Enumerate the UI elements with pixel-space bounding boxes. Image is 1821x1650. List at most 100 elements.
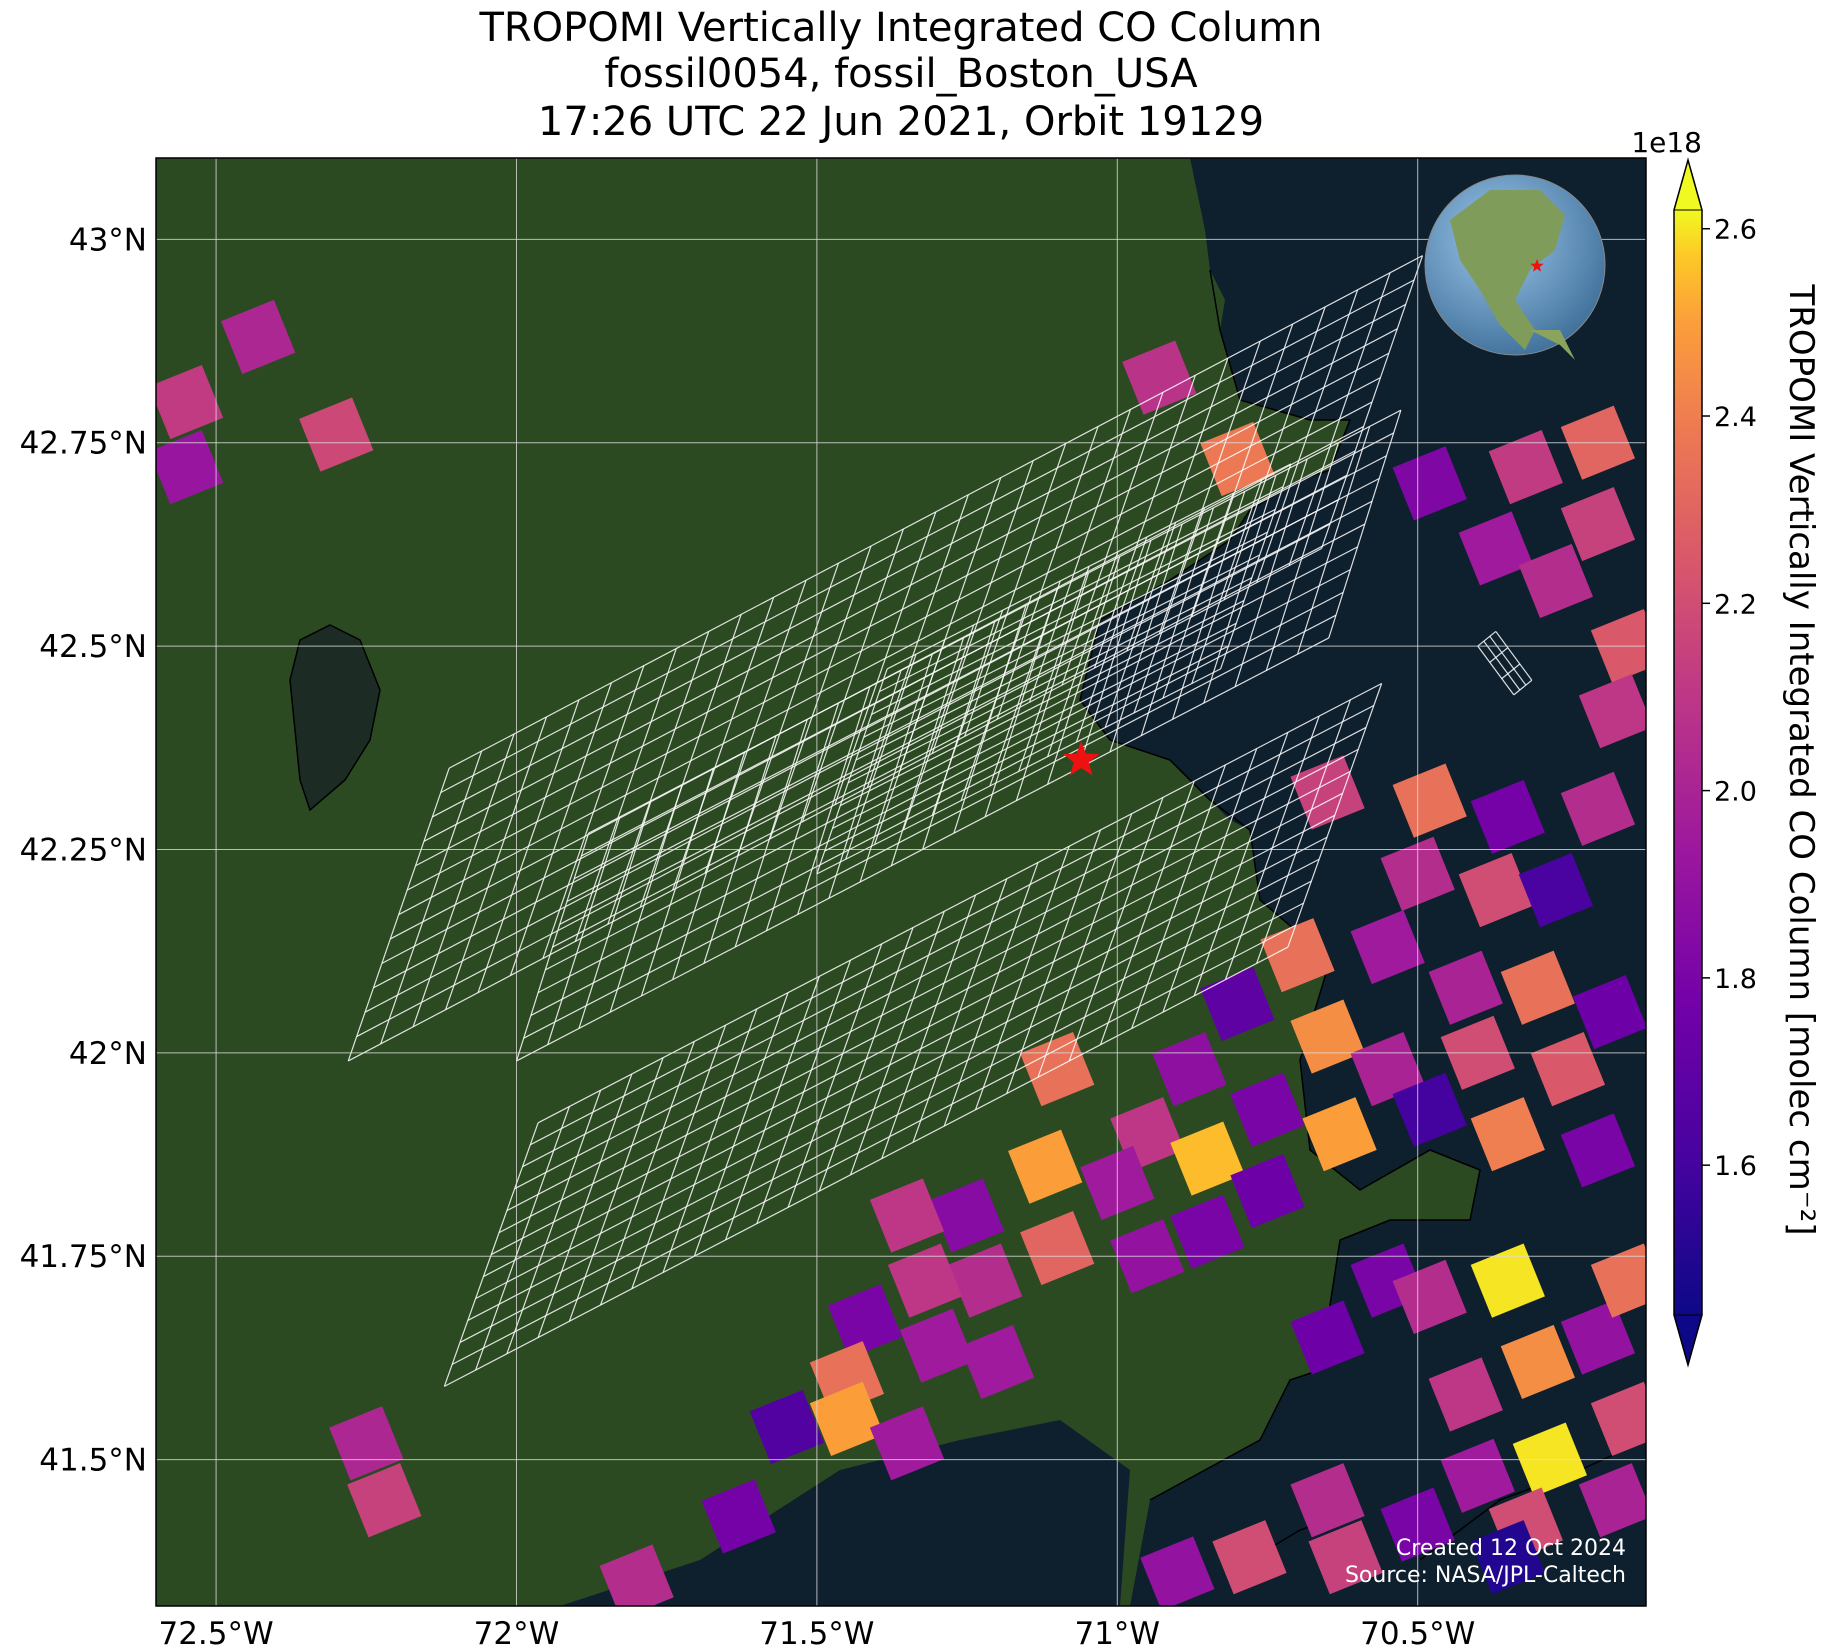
swath-column-line xyxy=(1075,536,1148,743)
colorbar-tick-label: 2.4 xyxy=(1714,402,1757,433)
lon-tick-label: 71.5°W xyxy=(759,1616,874,1650)
colorbar-extend-min xyxy=(1673,1314,1703,1367)
swath-column-line xyxy=(1220,463,1292,670)
swath-column-line xyxy=(866,494,969,788)
swath-column-line xyxy=(756,959,852,1224)
swath-column-line xyxy=(797,686,871,915)
co-pixel-64 xyxy=(1590,1243,1646,1318)
co-pixel-46 xyxy=(1170,1194,1245,1269)
co-pixel-65 xyxy=(1428,1357,1503,1432)
swath-row-line xyxy=(514,748,1359,1190)
swath-column-line xyxy=(818,927,914,1192)
swath-column-line xyxy=(931,610,1004,816)
map-title-line-2: fossil0054, fossil_Boston_USA xyxy=(604,51,1198,97)
co-pixel-51 xyxy=(827,1284,903,1359)
swath-column-line xyxy=(989,580,1061,787)
swath-column-line xyxy=(816,668,888,875)
swath-column-line xyxy=(724,976,820,1241)
co-pixel-61 xyxy=(1470,1243,1545,1318)
co-pixel-43 xyxy=(929,1178,1005,1253)
swath-row-line xyxy=(490,814,1336,1256)
co-pixel-34 xyxy=(1560,1113,1636,1188)
co-pixel-55 xyxy=(809,1381,885,1456)
swath-row-line xyxy=(444,946,1289,1387)
swath-column-line xyxy=(828,670,902,899)
swath-column-line xyxy=(1193,732,1289,997)
swath-column-line xyxy=(890,637,965,866)
colorbar-multiplier: 1e18 xyxy=(1631,126,1702,159)
co-pixel-31 xyxy=(1302,1097,1377,1172)
colorbar-gradient xyxy=(1674,210,1702,1315)
swath-column-line xyxy=(1099,780,1195,1045)
swath-column-line xyxy=(734,719,808,948)
lat-tick-label: 41.5°N xyxy=(39,1443,147,1479)
co-pixel-74 xyxy=(1212,1520,1287,1595)
lat-tick-label: 42.75°N xyxy=(20,426,147,462)
co-pixel-56 xyxy=(749,1389,824,1465)
co-pixel-73 xyxy=(1308,1520,1383,1595)
co-pixel-1 xyxy=(221,299,296,375)
swath-column-line xyxy=(960,595,1032,801)
swath-column-line xyxy=(477,699,580,993)
co-pixel-33 xyxy=(1470,1097,1545,1172)
swath-column-line xyxy=(475,1106,570,1371)
swath-column-line xyxy=(1191,478,1263,684)
swath-column-line xyxy=(1234,458,1308,687)
north-america-landmass xyxy=(1450,190,1565,350)
co-pixel-3 xyxy=(299,397,374,472)
swath-column-line xyxy=(996,426,1099,720)
target-sampling-grid xyxy=(347,255,1533,1387)
swath-row-line xyxy=(816,668,1221,875)
co-pixel-39 xyxy=(1020,1032,1095,1107)
swath-column-line xyxy=(1162,748,1258,1013)
swath-column-line xyxy=(1171,491,1246,720)
swath-column-line xyxy=(922,621,996,850)
swath-row-line xyxy=(451,924,1297,1365)
swath-column-line xyxy=(859,654,933,883)
swath-row-line xyxy=(522,726,1367,1168)
swath-column-line xyxy=(1158,340,1261,635)
co-pixel-42 xyxy=(1008,1129,1083,1204)
co-pixel-60 xyxy=(1392,1259,1467,1334)
co-pixel-layer xyxy=(156,299,1646,1606)
swath-column-line xyxy=(600,1041,695,1306)
swath-column-line xyxy=(672,751,746,980)
created-date-text: Created 12 Oct 2024 xyxy=(1396,1536,1626,1561)
colorbar-label: TROPOMI Vertically Integrated CO Column … xyxy=(1781,283,1821,1235)
swath-column-line xyxy=(943,862,1039,1127)
swath-column-line xyxy=(984,588,1058,818)
swath-column-line xyxy=(631,1024,727,1289)
colorbar-tick-label: 2.2 xyxy=(1714,589,1757,620)
colorbar-tick-label: 2.0 xyxy=(1714,777,1757,808)
swath-column-line xyxy=(568,1057,664,1322)
swath-row-line xyxy=(498,792,1343,1234)
co-pixel-70 xyxy=(1578,1463,1646,1538)
target-swath-4 xyxy=(816,463,1292,875)
co-pixel-52 xyxy=(899,1308,975,1383)
swath-row-line xyxy=(537,682,1382,1124)
swath-column-line xyxy=(1018,566,1090,772)
swath-column-line xyxy=(1501,663,1521,680)
co-pixel-28 xyxy=(1350,1032,1425,1107)
swath-column-line xyxy=(609,784,683,1013)
colorbar-tick-label: 1.6 xyxy=(1714,1151,1757,1182)
swath-column-line xyxy=(873,639,946,845)
swath-column-line xyxy=(953,605,1027,834)
co-pixel-22 xyxy=(1350,909,1425,985)
swath-column-line xyxy=(1162,492,1234,699)
lon-tick-label: 70.5°W xyxy=(1360,1616,1475,1650)
lat-tick-label: 42.25°N xyxy=(20,832,147,868)
swath-column-line xyxy=(537,1073,633,1338)
swath-column-line xyxy=(412,733,515,1027)
co-pixel-50 xyxy=(887,1243,963,1318)
swath-column-line xyxy=(547,816,621,1045)
co-pixel-4 xyxy=(156,430,224,505)
swath-column-line xyxy=(1093,375,1196,669)
swath-column-line xyxy=(1513,679,1533,696)
swath-column-line xyxy=(607,631,710,925)
co-pixel-44 xyxy=(869,1178,945,1253)
inset-globe xyxy=(1424,174,1606,360)
swath-column-line xyxy=(640,767,715,997)
co-pixel-80 xyxy=(599,1544,674,1606)
